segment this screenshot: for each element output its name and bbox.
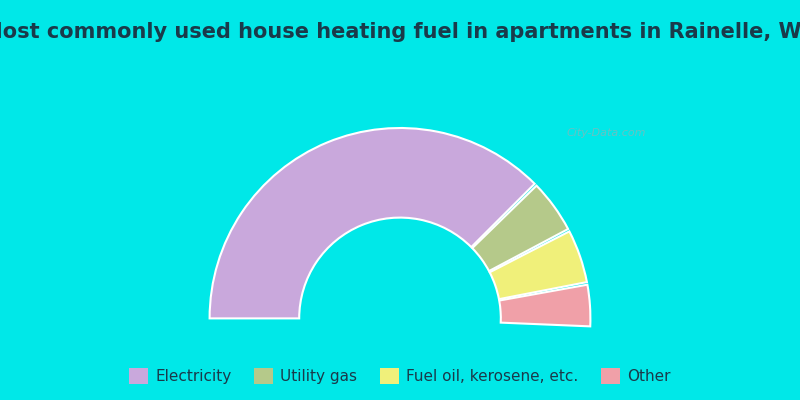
Wedge shape	[210, 128, 534, 318]
Text: Most commonly used house heating fuel in apartments in Rainelle, WV: Most commonly used house heating fuel in…	[0, 22, 800, 42]
Wedge shape	[490, 231, 587, 299]
Wedge shape	[499, 285, 590, 326]
Text: City-Data.com: City-Data.com	[567, 128, 646, 138]
Legend: Electricity, Utility gas, Fuel oil, kerosene, etc., Other: Electricity, Utility gas, Fuel oil, kero…	[123, 362, 677, 390]
Wedge shape	[472, 186, 568, 271]
